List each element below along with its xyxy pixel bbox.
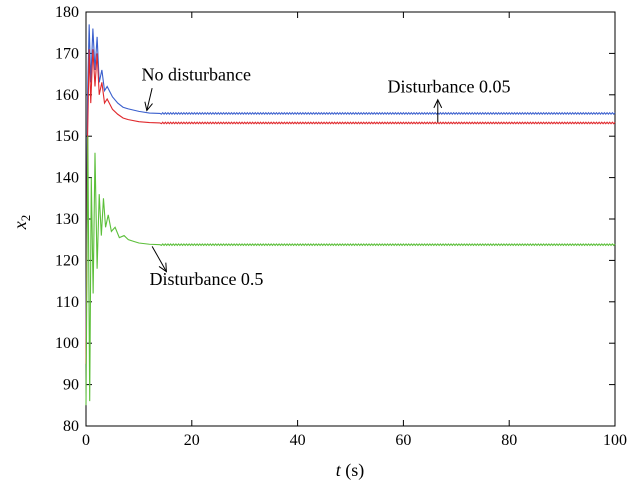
y-tick-label: 100 [55, 335, 79, 352]
series-line-3 [85, 136, 616, 406]
x-axis-label: t (s) [336, 460, 365, 481]
y-tick-label: 150 [55, 128, 79, 145]
x-tick-label: 40 [290, 432, 306, 449]
y-tick-label: 130 [55, 211, 79, 228]
series-line-2 [85, 49, 616, 364]
annotation-arrowhead-3 [158, 262, 167, 273]
ticks [85, 11, 616, 427]
y-tick-label: 160 [55, 87, 79, 104]
x-axis-var: t [336, 460, 342, 480]
x-tick-label: 80 [501, 432, 517, 449]
x-axis-unit: (s) [341, 460, 365, 481]
annotation-label-3: Disturbance 0.5 [149, 269, 263, 289]
y-axis-label: x2 [10, 215, 33, 231]
y-tick-label: 140 [55, 170, 79, 187]
y-axis-var: x [10, 221, 30, 230]
y-tick-label: 90 [63, 377, 79, 394]
series-line-1 [85, 24, 616, 344]
annotation-label-2: Disturbance 0.05 [388, 77, 511, 97]
y-axis-sub: 2 [18, 215, 33, 222]
tick-labels: 0 20 40 60 80 100 80 90 100 110 120 130 140 150 160 170… [55, 4, 627, 449]
x-tick-label: 20 [184, 432, 200, 449]
y-tick-label: 180 [55, 4, 79, 21]
y-tick-label: 110 [56, 294, 79, 311]
annotations: No disturbance Disturbance 0.05 Disturbanc… [142, 64, 511, 289]
y-tick-label: 80 [63, 418, 79, 435]
y-tick-label: 170 [55, 45, 79, 62]
x-tick-label: 60 [395, 432, 411, 449]
annotation-arrow-3 [151, 246, 167, 272]
series-group [85, 24, 616, 406]
y-tick-label: 120 [55, 252, 79, 269]
annotation-arrowhead-2 [433, 98, 443, 109]
annotation-label-1: No disturbance [142, 64, 251, 84]
x-tick-label: 0 [82, 432, 90, 449]
x-tick-label: 100 [603, 432, 627, 449]
annotation-arrowhead-1 [144, 101, 153, 112]
annotation-arrow-1 [146, 88, 153, 111]
